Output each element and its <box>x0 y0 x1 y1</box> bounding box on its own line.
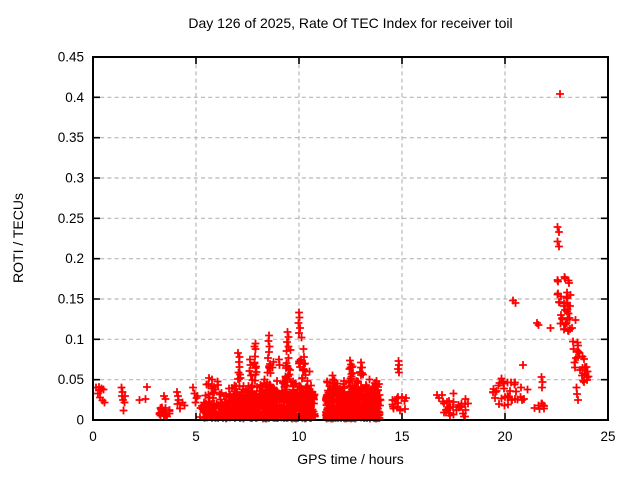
plot-border <box>92 56 609 421</box>
y-tick-label: 0.05 <box>58 372 84 387</box>
x-tick-label: 0 <box>89 429 97 444</box>
y-tick-label: 0.15 <box>58 292 84 307</box>
y-tick-label: 0 <box>76 413 84 428</box>
y-tick-label: 0.4 <box>65 90 84 105</box>
x-tick-label: 25 <box>600 429 615 444</box>
y-tick-label: 0.35 <box>58 130 84 145</box>
y-tick-label: 0.1 <box>65 332 84 347</box>
y-tick-label: 0.45 <box>58 50 84 65</box>
x-tick-label: 5 <box>192 429 200 444</box>
x-tick-label: 20 <box>497 429 512 444</box>
y-tick-label: 0.2 <box>65 251 84 266</box>
y-tick-label: 0.25 <box>58 211 84 226</box>
x-tick-label: 10 <box>291 429 306 444</box>
y-axis-label: ROTI / TECUs <box>10 193 26 283</box>
y-tick-label: 0.3 <box>65 171 84 186</box>
x-tick-label: 15 <box>394 429 409 444</box>
x-axis-label: GPS time / hours <box>297 451 404 467</box>
chart-title: Day 126 of 2025, Rate Of TEC Index for r… <box>188 15 513 31</box>
grid-lines <box>93 57 608 420</box>
scatter-points <box>92 90 593 423</box>
